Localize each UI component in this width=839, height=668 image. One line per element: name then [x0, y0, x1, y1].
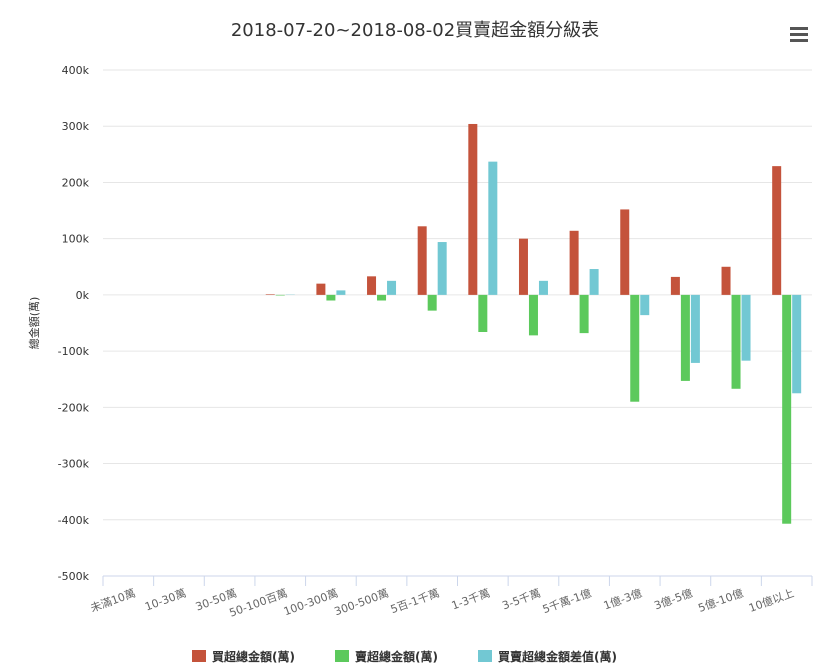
bar: [538, 280, 548, 295]
x-tick-label: 10-30萬: [143, 587, 188, 614]
bar: [326, 294, 336, 301]
bar: [336, 290, 346, 295]
bar: [265, 294, 275, 295]
bar: [478, 294, 488, 332]
y-tick-label: -500k: [58, 570, 90, 583]
bar: [680, 294, 690, 381]
x-tick-label: 5千萬-1億: [541, 587, 593, 617]
x-tick-label: 50-100百萬: [228, 587, 290, 620]
bar: [437, 242, 447, 295]
legend-swatch: [478, 650, 492, 662]
y-tick-label: 300k: [62, 120, 90, 133]
bar: [721, 266, 731, 295]
x-tick-label: 未滿10萬: [89, 587, 138, 615]
menu-bar: [790, 39, 808, 42]
bar: [640, 294, 650, 316]
bar: [620, 209, 630, 295]
x-tick-label: 3-5千萬: [500, 587, 542, 613]
x-tick-label: 1億-3億: [602, 587, 644, 613]
bar: [782, 294, 792, 524]
y-tick-label: -400k: [58, 514, 90, 527]
legend-item[interactable]: 賣超總金額(萬): [335, 649, 438, 664]
bar: [518, 238, 528, 295]
menu-button[interactable]: [790, 27, 808, 42]
bar: [316, 283, 326, 295]
bar: [367, 276, 377, 295]
bar: [275, 294, 285, 296]
bar: [528, 294, 538, 336]
y-tick-label: 200k: [62, 176, 90, 189]
bar: [630, 294, 640, 402]
bar: [377, 294, 387, 301]
bar: [690, 294, 700, 363]
bar: [731, 294, 741, 389]
bar: [741, 294, 751, 361]
y-tick-label: 0k: [76, 289, 90, 302]
bar: [670, 276, 680, 295]
x-tick-label: 5百-1千萬: [389, 587, 441, 617]
legend-swatch: [192, 650, 206, 662]
bar: [488, 161, 498, 295]
legend-label: 賣超總金額(萬): [354, 649, 438, 664]
bar: [772, 166, 782, 295]
y-tick-label: -100k: [58, 345, 90, 358]
bar: [427, 294, 437, 311]
x-tick-label: 1-3千萬: [450, 587, 492, 613]
legend-swatch: [335, 650, 349, 662]
menu-bar: [790, 27, 808, 30]
menu-bar: [790, 33, 808, 36]
y-tick-label: -300k: [58, 458, 90, 471]
legend-label: 買超總金額(萬): [212, 649, 295, 664]
x-tick-label: 5億-10億: [696, 587, 745, 615]
x-tick-label: 300-500萬: [333, 587, 391, 619]
legend-label: 買賣超總金額差值(萬): [498, 649, 617, 664]
bar: [569, 230, 579, 295]
y-axis-title: 總金額(萬): [27, 297, 41, 350]
x-tick-label: 10億以上: [747, 587, 796, 615]
bar: [579, 294, 589, 334]
y-tick-label: 100k: [62, 233, 90, 246]
legend-item[interactable]: 買賣超總金額差值(萬): [478, 649, 617, 664]
chart-title: 2018-07-20~2018-08-02買賣超金額分級表: [231, 20, 599, 41]
y-tick-label: -200k: [58, 401, 90, 414]
x-tick-label: 100-300萬: [282, 587, 340, 619]
bar: [589, 269, 599, 295]
bar: [387, 280, 397, 295]
bar: [468, 123, 478, 295]
x-tick-label: 3億-5億: [652, 587, 694, 613]
bar: [792, 294, 802, 394]
y-tick-label: 400k: [62, 64, 90, 77]
legend-item[interactable]: 買超總金額(萬): [192, 649, 295, 664]
bar: [417, 226, 427, 295]
